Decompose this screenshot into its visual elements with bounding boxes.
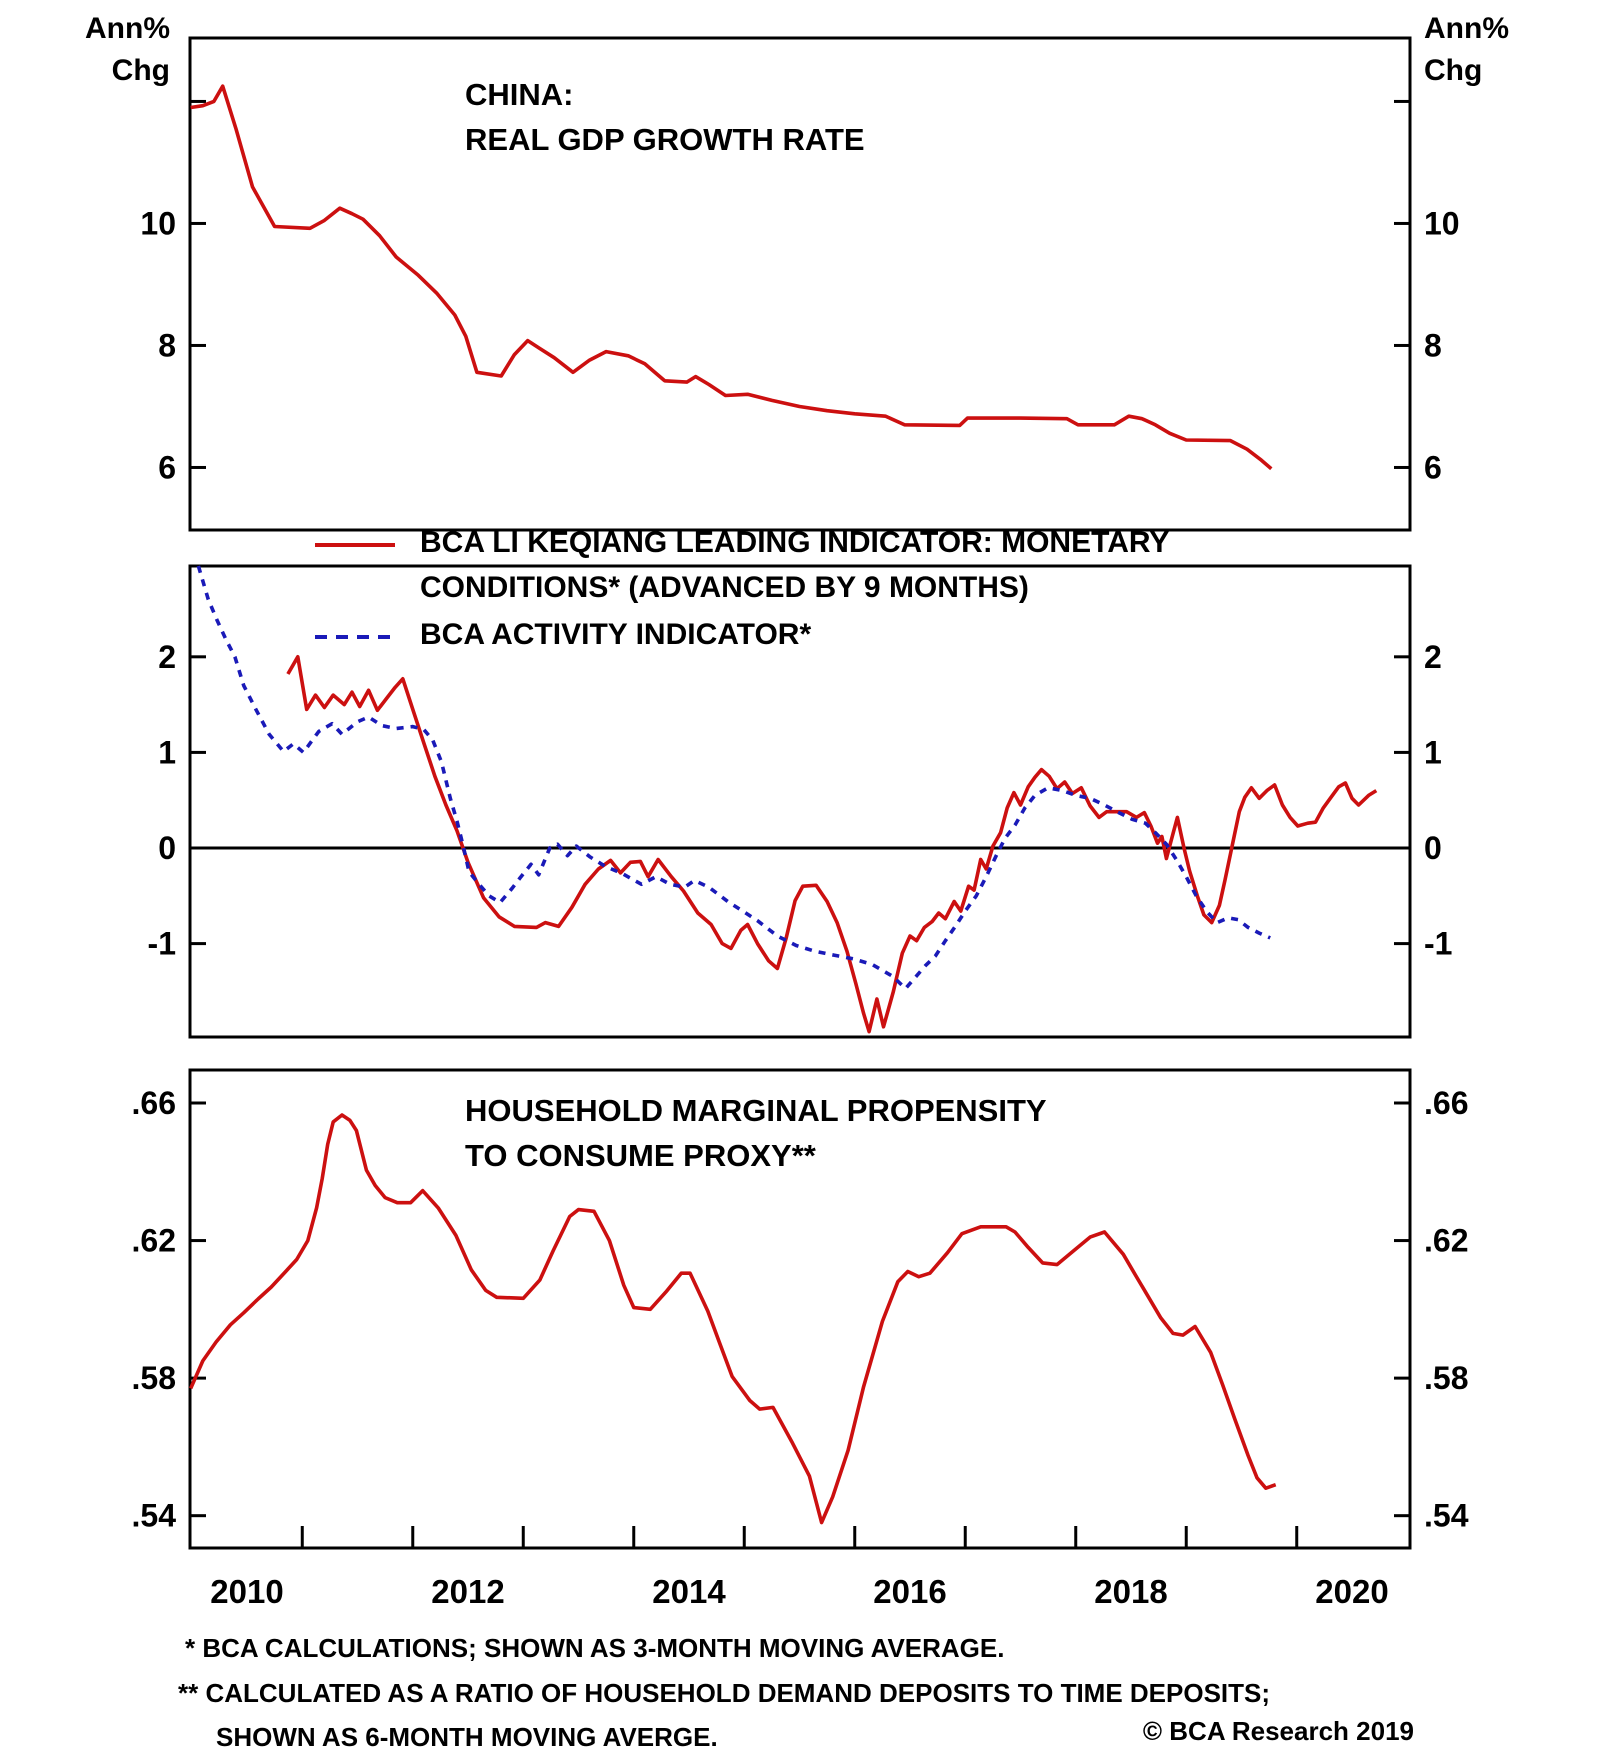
- legend-blue-dashed-swatch: [315, 635, 395, 639]
- x-tick-label: 2018: [1094, 1573, 1167, 1610]
- y-tick-label-right: 0: [1424, 830, 1442, 866]
- legend-series1-line1: BCA LI KEQIANG LEADING INDICATOR: MONETA…: [420, 526, 1170, 559]
- panel-3-border: [188, 1068, 1412, 1550]
- panel-1-border: [188, 36, 1412, 532]
- panel3-title-line2: TO CONSUME PROXY**: [465, 1138, 816, 1173]
- footnote-3: SHOWN AS 6-MONTH MOVING AVERGE.: [216, 1722, 718, 1752]
- x-tick-label: 2012: [431, 1573, 504, 1610]
- right-axis-unit-label: Ann% Chg: [1424, 8, 1544, 92]
- panel1-title-line1: CHINA:: [465, 77, 574, 112]
- legend-series1-line2: CONDITIONS* (ADVANCED BY 9 MONTHS): [420, 571, 1029, 604]
- series-line-red-panel2: [286, 655, 1378, 1034]
- y-tick-label-left: .66: [132, 1085, 176, 1121]
- series-line-red-panel3: [189, 1113, 1277, 1525]
- y-tick-label-right: .54: [1424, 1498, 1469, 1534]
- y-tick-label-right: -1: [1424, 926, 1452, 962]
- y-tick-label-left: 8: [158, 327, 176, 363]
- y-tick-label-right: 2: [1424, 639, 1442, 675]
- panel-2-border: [188, 564, 1412, 1039]
- x-tick-label: 2010: [210, 1573, 283, 1610]
- panel3-title: HOUSEHOLD MARGINAL PROPENSITY TO CONSUME…: [465, 1088, 1047, 1178]
- x-tick-label: 2014: [652, 1573, 726, 1610]
- left-unit-line2: Chg: [111, 54, 170, 87]
- y-tick-label-left: .58: [132, 1360, 176, 1396]
- legend-series2: BCA ACTIVITY INDICATOR*: [420, 618, 812, 651]
- y-tick-label-left: 10: [140, 205, 176, 241]
- series-line-red-panel1: [190, 84, 1273, 471]
- series-line-blue-panel2: [196, 565, 1271, 991]
- footnote-2: ** CALCULATED AS A RATIO OF HOUSEHOLD DE…: [178, 1678, 1271, 1708]
- y-tick-label-right: .62: [1424, 1223, 1468, 1259]
- copyright: © BCA Research 2019: [1142, 1716, 1414, 1746]
- y-tick-label-right: 6: [1424, 449, 1442, 485]
- y-tick-label-left: .62: [132, 1223, 176, 1259]
- legend-red-line-swatch: [315, 543, 395, 547]
- panel3-title-line1: HOUSEHOLD MARGINAL PROPENSITY: [465, 1093, 1047, 1128]
- y-tick-label-left: 2: [158, 639, 176, 675]
- y-tick-label-left: 0: [158, 830, 176, 866]
- left-unit-line1: Ann%: [85, 12, 170, 45]
- footnote-1: * BCA CALCULATIONS; SHOWN AS 3-MONTH MOV…: [185, 1633, 1005, 1663]
- panel1-title-line2: REAL GDP GROWTH RATE: [465, 122, 865, 157]
- y-tick-label-right: 8: [1424, 327, 1442, 363]
- y-tick-label-right: .58: [1424, 1360, 1468, 1396]
- panel1-title: CHINA: REAL GDP GROWTH RATE: [465, 72, 865, 162]
- y-tick-label-right: 1: [1424, 734, 1442, 770]
- right-unit-line2: Chg: [1424, 54, 1483, 87]
- x-tick-label: 2016: [873, 1573, 946, 1610]
- y-tick-label-left: .54: [132, 1498, 177, 1534]
- y-tick-label-right: 10: [1424, 205, 1460, 241]
- y-tick-label-left: 1: [158, 734, 176, 770]
- y-tick-label-left: -1: [148, 926, 176, 962]
- x-tick-label: 2020: [1315, 1573, 1388, 1610]
- right-unit-line1: Ann%: [1424, 12, 1509, 45]
- y-tick-label-left: 6: [158, 449, 176, 485]
- y-tick-label-right: .66: [1424, 1085, 1468, 1121]
- left-axis-unit-label: Ann% Chg: [70, 8, 170, 92]
